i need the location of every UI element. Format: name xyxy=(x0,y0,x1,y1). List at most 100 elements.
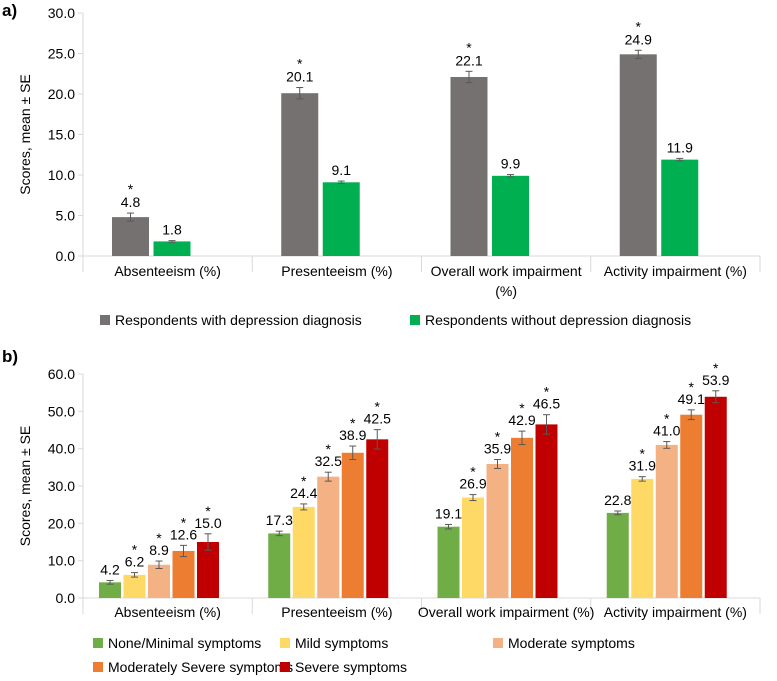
bar xyxy=(148,564,170,598)
significance-marker: * xyxy=(350,415,356,431)
bar xyxy=(317,476,340,598)
y-tick-label: 30.0 xyxy=(48,478,75,494)
bar xyxy=(535,424,558,598)
legend-label: Respondents with depression diagnosis xyxy=(115,312,362,328)
y-tick-label: 0.0 xyxy=(56,248,76,264)
data-label: 41.0 xyxy=(653,423,680,439)
data-label: 17.3 xyxy=(266,512,293,528)
y-tick-label: 20.0 xyxy=(48,86,75,102)
bar xyxy=(268,533,291,598)
legend: None/Minimal symptoms Mild symptoms Modera… xyxy=(93,635,635,675)
significance-marker: * xyxy=(544,384,550,400)
data-label: 42.5 xyxy=(364,411,391,427)
bar xyxy=(450,76,488,257)
legend-swatch xyxy=(280,638,290,648)
bar xyxy=(631,478,654,598)
significance-marker: * xyxy=(636,18,642,34)
y-tick-label: 10.0 xyxy=(48,553,75,569)
significance-marker: * xyxy=(297,56,303,72)
chart-panel-b: b) 0.0 10.0 20.0 30.0 40.0 50.0 60.0 Scores, mea… xyxy=(2,347,761,675)
y-tick-label: 15.0 xyxy=(48,127,75,143)
bar xyxy=(366,439,389,598)
bar xyxy=(655,444,678,598)
y-tick-label: 0.0 xyxy=(56,590,76,606)
y-tick-label: 40.0 xyxy=(48,441,75,457)
significance-marker: * xyxy=(326,441,332,457)
bar xyxy=(99,582,121,598)
x-category-label: Overall work impairment (%) xyxy=(418,604,595,620)
legend-swatch xyxy=(410,315,420,325)
x-category-label: Absenteeism (%) xyxy=(114,263,221,279)
significance-marker: * xyxy=(205,503,211,519)
y-tick-label: 50.0 xyxy=(48,403,75,419)
bar xyxy=(661,159,699,256)
legend-swatch xyxy=(93,638,103,648)
chart-panel-a: a) 0.0 5.0 10.0 15.0 20.0 25.0 30.0 Scores, mean… xyxy=(2,1,761,328)
bar xyxy=(123,574,146,598)
bar xyxy=(153,241,191,256)
significance-marker: * xyxy=(375,399,381,415)
data-label: 20.1 xyxy=(286,69,313,85)
bar xyxy=(341,452,364,598)
significance-marker: * xyxy=(156,530,162,546)
bar xyxy=(462,497,484,598)
data-label: 11.9 xyxy=(667,139,693,155)
y-tick-label: 25.0 xyxy=(48,46,75,62)
legend-swatch xyxy=(93,662,103,672)
data-label: 49.1 xyxy=(678,391,705,407)
legend-swatch xyxy=(493,638,503,648)
significance-marker: * xyxy=(301,473,307,489)
significance-marker: * xyxy=(519,400,525,416)
data-label: 9.9 xyxy=(501,156,521,172)
y-axis-title: Scores, mean ± SE xyxy=(17,426,33,547)
significance-marker: * xyxy=(132,542,138,558)
y-tick-label: 5.0 xyxy=(56,208,76,224)
data-label: 31.9 xyxy=(629,458,656,474)
x-category-label: Activity impairment (%) xyxy=(604,263,747,279)
data-label: 4.8 xyxy=(121,194,141,210)
bar xyxy=(112,217,149,256)
bar xyxy=(197,542,219,598)
x-category-label: Overall work impairment xyxy=(431,263,582,279)
data-label: 35.9 xyxy=(484,440,511,456)
significance-marker: * xyxy=(689,379,695,395)
data-label: 9.1 xyxy=(332,162,352,178)
significance-marker: * xyxy=(466,39,472,55)
data-label: 24.9 xyxy=(625,31,652,47)
bar xyxy=(492,175,529,256)
legend-label: Severe symptoms xyxy=(295,659,407,675)
legend-label: Moderate symptoms xyxy=(508,635,635,651)
x-category-label: Absenteeism (%) xyxy=(114,604,221,620)
y-axis-title: Scores, mean ± SE xyxy=(17,74,33,195)
data-label: 22.1 xyxy=(455,52,482,68)
data-label: 53.9 xyxy=(702,372,729,388)
y-tick-label: 30.0 xyxy=(48,5,75,21)
data-label: 1.8 xyxy=(162,222,182,238)
bar xyxy=(619,54,657,257)
data-label: 26.9 xyxy=(459,476,486,492)
legend: Respondents with depression diagnosis Res… xyxy=(100,312,691,328)
y-tick-label: 60.0 xyxy=(48,366,75,382)
bar xyxy=(437,526,460,598)
significance-marker: * xyxy=(495,428,501,444)
x-category-label: Activity impairment (%) xyxy=(604,604,747,620)
significance-marker: * xyxy=(640,446,646,462)
bar xyxy=(680,414,703,598)
significance-marker: * xyxy=(664,411,670,427)
significance-marker: * xyxy=(128,181,134,197)
data-label: 6.2 xyxy=(125,554,145,570)
legend-label: Respondents without depression diagnosis xyxy=(425,312,691,328)
x-category-label: Presenteeism (%) xyxy=(281,263,392,279)
x-category-label: (%) xyxy=(495,283,517,299)
legend-swatch xyxy=(280,662,290,672)
data-label: 19.1 xyxy=(435,505,462,521)
y-tick-label: 20.0 xyxy=(48,515,75,531)
data-label: 15.0 xyxy=(194,515,221,531)
legend-label: Moderately Severe symptoms xyxy=(108,659,293,675)
significance-marker: * xyxy=(470,464,476,480)
data-label: 32.5 xyxy=(315,453,342,469)
data-label: 24.4 xyxy=(290,485,317,501)
bar xyxy=(486,463,509,598)
